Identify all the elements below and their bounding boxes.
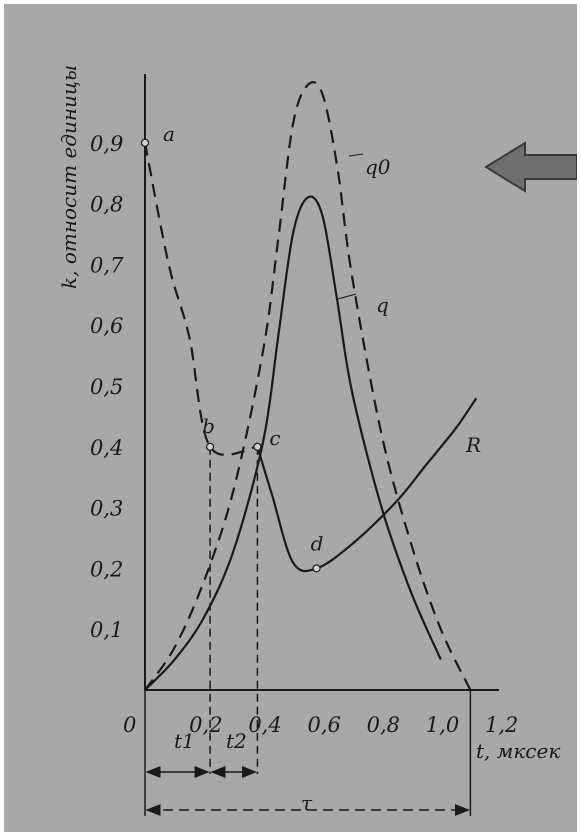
point-d-label: d (311, 531, 324, 555)
chart-panel: k, относит единицы t, мксек t1 t2 τ 0 0,2… (4, 4, 578, 832)
point-a-marker (140, 138, 150, 147)
y-tick-label: 0,2 (90, 557, 123, 581)
y-tick-label: 0,9 (90, 132, 123, 156)
x-tick-label: 0,6 (307, 713, 340, 737)
t2-label: t2 (226, 729, 247, 753)
tau-label: τ (301, 791, 313, 815)
point-c-label: c (269, 426, 280, 450)
y-axis-label: k, относит единицы (57, 65, 81, 289)
series-q-line (144, 195, 442, 691)
x-axis-label: t, мксек (476, 739, 560, 763)
y-tick-label: 0,8 (90, 193, 123, 217)
y-tick-label: 0,5 (90, 375, 123, 399)
x-tick-label: 1,0 (426, 713, 459, 737)
series-label-leader (348, 153, 364, 157)
point-b-label: b (202, 414, 215, 438)
series-label-leader (337, 293, 357, 300)
left-arrow-icon (484, 141, 578, 193)
y-tick-label: 0,6 (90, 314, 123, 338)
x-tick-label: 0,4 (248, 713, 281, 737)
chart: k, относит единицы t, мксек t1 t2 τ 0 0,2… (57, 65, 578, 816)
y-tick-label: 0,3 (90, 497, 123, 521)
point-b-marker (205, 442, 215, 451)
series-label-q0: q0 (365, 155, 391, 179)
series-label-q: q (376, 293, 389, 317)
t1-label: t1 (174, 729, 195, 753)
series-R-line (256, 397, 478, 573)
x-tick-label: 0 (123, 713, 136, 737)
y-tick-label: 0,1 (90, 618, 123, 642)
x-tick-label: 0,8 (367, 713, 400, 737)
point-c-marker (253, 442, 262, 451)
y-tick-label: 0,4 (90, 436, 123, 460)
x-tick-label: 1,2 (485, 713, 518, 737)
y-tick-label: 0,7 (90, 253, 124, 277)
point-d-marker (312, 564, 321, 573)
series-label-R: R (465, 433, 481, 457)
series-R-dashed-line (143, 142, 258, 456)
x-tick-label: 0,2 (189, 713, 222, 737)
point-a-label: a (163, 122, 175, 146)
series-q0-line (144, 81, 472, 691)
